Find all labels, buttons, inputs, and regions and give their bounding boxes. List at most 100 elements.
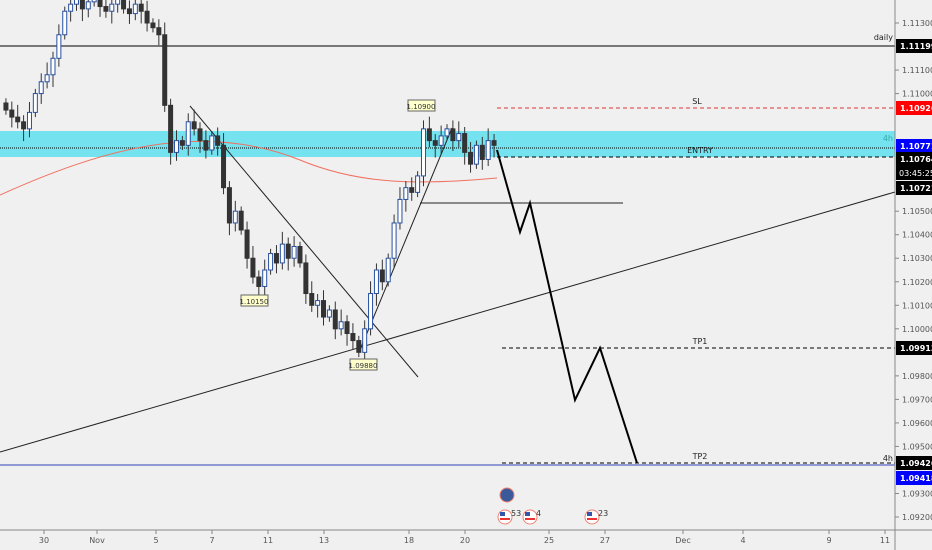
- candle-body: [79, 0, 85, 10]
- candle-body: [321, 300, 327, 318]
- event-icon: [499, 487, 515, 503]
- candle-body: [403, 187, 409, 200]
- candle-body: [238, 210, 244, 231]
- price-label-bg: [896, 456, 932, 470]
- candle-body: [144, 10, 150, 24]
- candle-body: [215, 135, 221, 146]
- candle-body: [191, 121, 197, 130]
- candle-body: [32, 93, 38, 113]
- x-tick-label: Nov: [89, 536, 105, 545]
- rising-trendline[interactable]: [0, 191, 896, 453]
- price-label: 1.11199: [900, 42, 932, 51]
- candle-body: [103, 6, 109, 12]
- x-tick-label: 20: [460, 536, 470, 545]
- candle-body: [162, 34, 168, 106]
- candle-body: [462, 133, 468, 153]
- price-label-bg: [896, 181, 932, 195]
- y-tick-label: 1.10400: [902, 231, 932, 240]
- price-annotation: 1.10900: [407, 103, 436, 111]
- event-count: 4: [536, 509, 541, 518]
- candle-body: [121, 0, 127, 10]
- candle-body: [26, 111, 32, 130]
- candle-body: [268, 253, 274, 271]
- candle-body: [350, 333, 356, 342]
- candle-body: [221, 144, 227, 189]
- x-tick-label: 13: [319, 536, 329, 545]
- line-label: daily: [874, 33, 893, 42]
- y-tick-label: 1.10100: [902, 301, 932, 310]
- candle-body: [256, 276, 262, 287]
- flag-stripe: [500, 518, 510, 520]
- price-label: 1.09418: [900, 474, 932, 483]
- candle-body: [409, 187, 415, 193]
- candle-body: [385, 257, 391, 283]
- rising-channel-line[interactable]: [359, 127, 453, 351]
- candle-body: [91, 0, 97, 3]
- candle-body: [391, 222, 397, 259]
- y-tick-label: 1.10200: [902, 278, 932, 287]
- line-label: SL: [692, 97, 702, 106]
- x-tick-label: Dec: [675, 536, 690, 545]
- candle-body: [356, 340, 362, 353]
- flag-stripe: [587, 518, 597, 520]
- x-tick-label: 30: [39, 536, 49, 545]
- candle-body: [338, 321, 344, 330]
- candle-body: [74, 0, 80, 5]
- candle-body: [344, 321, 350, 335]
- candle-body: [132, 3, 138, 15]
- candle-body: [138, 3, 144, 12]
- price-label-bg: [896, 39, 932, 53]
- candle-body: [62, 10, 68, 36]
- price-label-bg: [896, 471, 932, 485]
- x-tick-label: 18: [404, 536, 414, 545]
- candle-body: [379, 269, 385, 283]
- projection-path[interactable]: [496, 149, 638, 464]
- falling-trendline[interactable]: [189, 105, 419, 378]
- moving-average: [0, 140, 498, 196]
- candle-body: [468, 151, 474, 165]
- candle-body: [209, 135, 215, 151]
- candle-body: [185, 121, 191, 146]
- event-count: 53: [511, 509, 521, 518]
- candle-body: [97, 0, 103, 8]
- line-label: 4h: [883, 134, 893, 143]
- candle-body: [250, 257, 256, 278]
- y-tick-label: 1.10300: [902, 254, 932, 263]
- x-tick-label: 11: [263, 536, 273, 545]
- countdown-bg: [896, 166, 932, 180]
- candle-body: [315, 300, 321, 306]
- candle-body: [368, 293, 374, 330]
- candle-body: [456, 133, 462, 142]
- price-label: 1.10926: [900, 104, 932, 113]
- y-tick-label: 1.09700: [902, 395, 932, 404]
- price-label: 1.10771: [900, 142, 932, 151]
- x-tick-label: 27: [600, 536, 610, 545]
- candle-body: [232, 210, 238, 224]
- x-tick-label: 7: [209, 536, 214, 545]
- candle-body: [9, 109, 15, 118]
- y-tick-label: 1.11100: [902, 66, 932, 75]
- candle-body: [397, 198, 403, 224]
- price-annotation: 1.10150: [240, 298, 269, 306]
- candle-body: [156, 27, 162, 36]
- line-label: TP2: [692, 452, 708, 461]
- candle-body: [85, 1, 91, 10]
- flag-canton: [500, 512, 505, 516]
- candle-body: [479, 144, 485, 160]
- candle-body: [420, 128, 426, 177]
- candle-body: [444, 128, 450, 137]
- price-annotation-box: [407, 99, 436, 112]
- candle-body: [373, 269, 379, 295]
- y-tick-label: 1.09200: [902, 513, 932, 522]
- candle-body: [173, 140, 179, 153]
- candle-body: [438, 135, 444, 146]
- price-label-bg: [896, 139, 932, 153]
- y-tick-label: 1.10000: [902, 325, 932, 334]
- candle-body: [415, 175, 421, 193]
- price-label: 1.09426: [900, 459, 932, 468]
- y-tick-label: 1.09500: [902, 442, 932, 451]
- countdown: 03:45:25: [899, 169, 932, 178]
